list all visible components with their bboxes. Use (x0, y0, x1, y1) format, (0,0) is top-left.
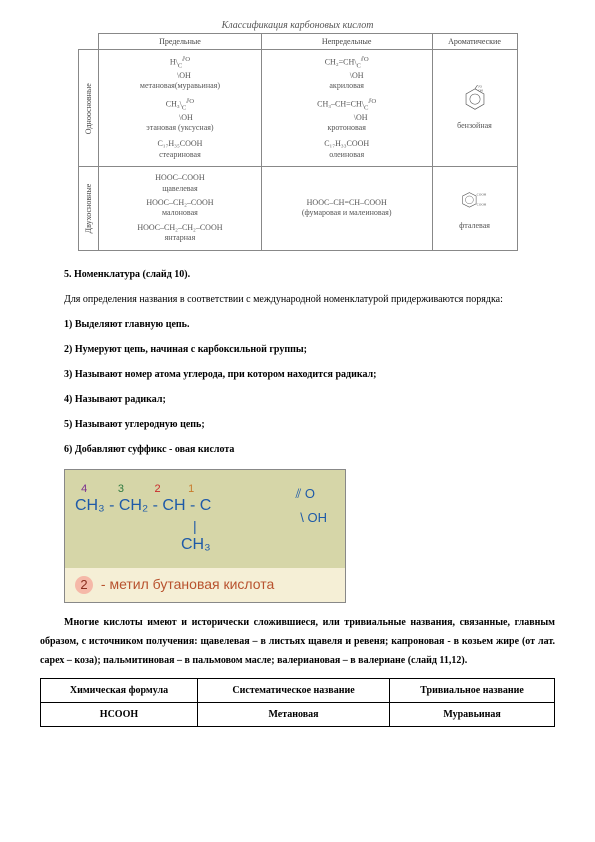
svg-text:COOH: COOH (476, 193, 486, 197)
classification-title: Классификация карбоновых кислот (78, 20, 518, 31)
section5-heading: 5. Номенклатура (слайд 10). (40, 265, 555, 284)
nomenclature-diagram: 4 3 2 1 CH₃ - CH₂ - CH - C ⫽ O \ OH | CH… (64, 469, 346, 603)
td-systematic: Метановая (197, 702, 389, 726)
td-formula: НСООН (41, 702, 198, 726)
svg-text:COOH: COOH (476, 203, 486, 207)
cell-r2c1: HOOC–COOH щавелевая HOOC–CH₂–COOH малоно… (99, 167, 262, 250)
col-header-1: Предельные (99, 34, 262, 50)
step-2: 2) Нумеруют цепь, начиная с карбоксильно… (40, 340, 555, 359)
step-4: 4) Называют радикал; (40, 390, 555, 409)
table-row: НСООН Метановая Муравьиная (41, 702, 555, 726)
cell-r1c2: CH₂=CH\C⫽O \OH акриловая CH₃–CH=CH\C⫽O \… (261, 50, 432, 167)
th-formula: Химическая формула (41, 678, 198, 702)
step-5: 5) Называют углеродную цепь; (40, 415, 555, 434)
diagram-formula: 4 3 2 1 CH₃ - CH₂ - CH - C ⫽ O \ OH | CH… (65, 470, 345, 568)
svg-text:OH: OH (478, 89, 483, 93)
names-table: Химическая формула Систематическое назва… (40, 678, 555, 727)
cell-r1c1: H\C⫽O \OH метановая(муравьиная) CH₃\C⫽O … (99, 50, 262, 167)
col-header-3: Ароматические (432, 34, 517, 50)
cell-r1c3: ⫽O OH бензойная (432, 50, 517, 167)
th-systematic: Систематическое название (197, 678, 389, 702)
row-header-2: Двухосновные (78, 167, 99, 250)
classification-block: Классификация карбоновых кислот Предельн… (78, 20, 518, 251)
row-header-1: Одноосновные (78, 50, 99, 167)
benzene-icon-2: COOH COOH (461, 185, 489, 217)
td-trivial: Муравьиная (390, 702, 555, 726)
trivial-names-para: Многие кислоты имеют и исторически сложи… (40, 613, 555, 670)
benzene-icon: ⫽O OH (461, 85, 489, 117)
col-header-2: Непредельные (261, 34, 432, 50)
diagram-result: 2 - метил бутановая кислота (65, 568, 345, 602)
section5-intro: Для определения названия в соответствии … (40, 290, 555, 309)
cell-r2c2: HOOC–CH=CH–COOH (фумаровая и малеиновая) (261, 167, 432, 250)
step-6: 6) Добавляют суффикс - овая кислота (40, 440, 555, 459)
cell-r2c3: COOH COOH фталевая (432, 167, 517, 250)
step-3: 3) Называют номер атома углерода, при ко… (40, 365, 555, 384)
table-header-row: Химическая формула Систематическое назва… (41, 678, 555, 702)
step-1: 1) Выделяют главную цепь. (40, 315, 555, 334)
classification-grid: Предельные Непредельные Ароматические Од… (78, 33, 518, 251)
th-trivial: Тривиальное название (390, 678, 555, 702)
